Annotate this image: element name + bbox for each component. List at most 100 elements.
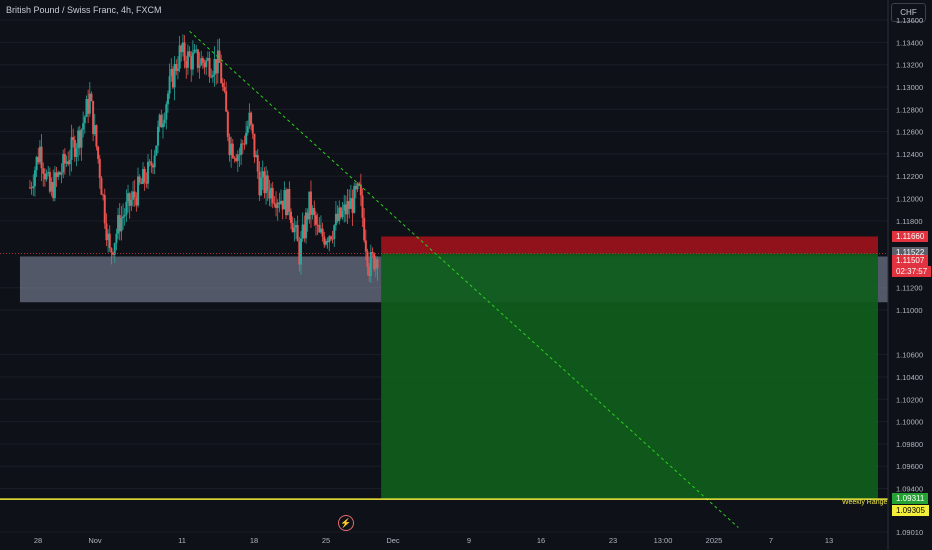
x-tick-label: 2025 xyxy=(706,536,723,545)
candle-body xyxy=(261,171,264,178)
candle-body xyxy=(296,225,299,242)
candle-body xyxy=(258,171,261,196)
y-tick-label: 1.12600 xyxy=(896,128,923,137)
candle-body xyxy=(369,252,372,277)
price-axis: 1.13600 1.13400 1.13200 1.13000 1.12800 1.126… xyxy=(887,0,923,550)
candle-body xyxy=(268,190,271,199)
candle-body xyxy=(176,68,179,71)
candle-body xyxy=(103,195,106,224)
candle-body xyxy=(112,252,115,255)
candle-body xyxy=(75,148,78,157)
candle-body xyxy=(83,116,86,124)
candle-body xyxy=(68,159,71,165)
candle-body xyxy=(147,162,149,184)
candle-body xyxy=(165,104,168,120)
candle-body xyxy=(374,259,377,270)
candle-body xyxy=(33,170,36,187)
short-position xyxy=(381,236,879,499)
candle-body xyxy=(97,146,100,159)
candle-body xyxy=(235,158,238,161)
candle-body xyxy=(195,49,198,51)
x-tick-label: 23 xyxy=(609,536,617,545)
bolt-icon[interactable]: ⚡ xyxy=(338,515,354,531)
y-tick-label: 1.09400 xyxy=(896,485,923,494)
candle-body xyxy=(356,183,359,190)
candle-body xyxy=(250,112,253,125)
candle-body xyxy=(110,248,113,253)
candle-body xyxy=(160,114,163,128)
candle-body xyxy=(143,168,146,183)
candle-body xyxy=(58,172,61,175)
candle-body xyxy=(286,188,289,216)
price-tag: 1.11660 xyxy=(892,231,929,243)
candle-body xyxy=(168,76,171,94)
candle-body xyxy=(266,175,269,191)
candle-body xyxy=(368,267,371,277)
candle-body xyxy=(140,182,143,184)
candle-body xyxy=(213,59,216,75)
candle-body xyxy=(175,64,178,71)
candle-body xyxy=(318,225,321,233)
candle-body xyxy=(67,161,70,165)
x-tick-label: Dec xyxy=(386,536,400,545)
y-tick-label: 1.13200 xyxy=(896,61,923,70)
candle-body xyxy=(123,214,126,217)
candle-body xyxy=(183,42,186,61)
candle-body xyxy=(270,187,273,199)
candle-body xyxy=(128,193,131,206)
x-tick-label: Nov xyxy=(88,536,102,545)
candle-body xyxy=(344,204,347,215)
candle-body xyxy=(323,236,326,245)
candle-body xyxy=(230,143,233,156)
candle-body xyxy=(256,155,259,172)
candle-body xyxy=(77,130,80,149)
candle-body xyxy=(43,173,46,180)
candle-body xyxy=(223,87,226,92)
candle-body xyxy=(80,129,83,148)
x-tick-label: 13:00 xyxy=(654,536,673,545)
candle-body xyxy=(238,154,241,156)
candle-body xyxy=(153,155,156,168)
currency-button[interactable]: CHF xyxy=(891,3,926,22)
candle-body xyxy=(47,171,50,174)
candle-body xyxy=(265,175,268,194)
candle-body xyxy=(122,216,125,219)
candle-body xyxy=(211,74,214,77)
candle-body xyxy=(161,123,164,128)
candle-body xyxy=(145,182,148,184)
candle-body xyxy=(339,207,342,218)
candle-body xyxy=(281,200,284,210)
candle-body xyxy=(100,178,103,195)
candle-body xyxy=(135,197,138,206)
candle-body xyxy=(57,172,60,177)
candle-body xyxy=(366,251,369,268)
x-tick-label: 28 xyxy=(34,536,42,545)
weekly-range-label: Weekly Range xyxy=(842,499,888,506)
candle-body xyxy=(215,59,218,74)
candle-body xyxy=(228,136,231,156)
candle-body xyxy=(291,223,294,233)
candle-body xyxy=(221,83,224,88)
candle-body xyxy=(107,233,110,241)
candle-body xyxy=(42,168,45,174)
candle-body xyxy=(181,42,184,53)
x-tick-label: 25 xyxy=(322,536,330,545)
candle-body xyxy=(354,185,357,190)
x-tick-label: 11 xyxy=(178,536,186,545)
candle-body xyxy=(115,233,118,244)
candle-body xyxy=(290,211,293,224)
candle-body xyxy=(105,223,108,241)
candle-body xyxy=(55,172,58,177)
candle-body xyxy=(306,212,309,220)
y-tick-label: 1.12400 xyxy=(896,150,923,159)
x-tick-label: 7 xyxy=(769,536,773,545)
y-tick-label: 1.10200 xyxy=(896,395,923,404)
candle-body xyxy=(163,119,166,124)
candle-body xyxy=(32,186,35,189)
y-tick-label: 1.10000 xyxy=(896,418,923,427)
candle-body xyxy=(201,58,204,63)
candle-body xyxy=(303,224,306,239)
candle-body xyxy=(216,50,219,74)
y-tick-label: 1.11800 xyxy=(896,217,923,226)
